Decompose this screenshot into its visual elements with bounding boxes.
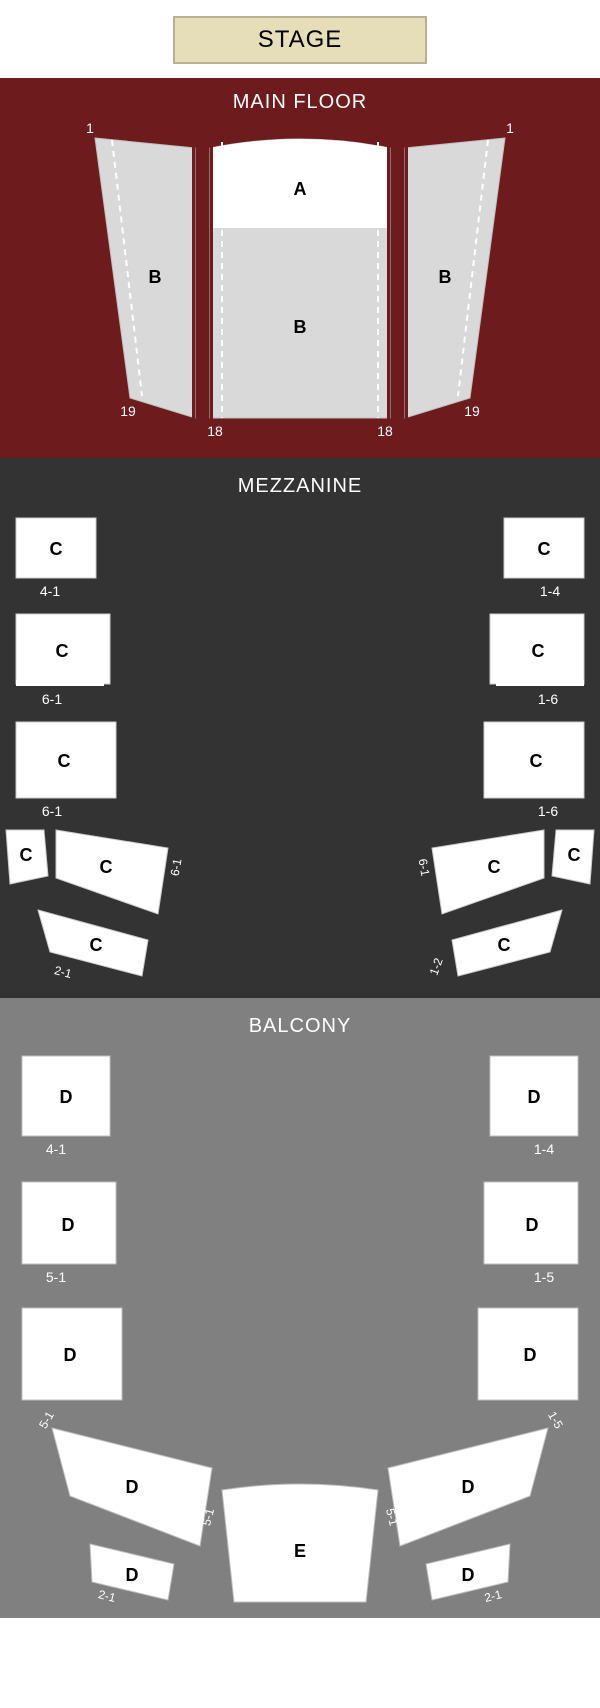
balc-right-2[interactable]: D [484, 1182, 578, 1264]
svg-text:C: C [50, 539, 63, 559]
center-row-18-left: 18 [207, 423, 223, 439]
svg-text:C: C [538, 539, 551, 559]
mezz-right-small[interactable]: C [552, 830, 594, 884]
svg-text:C: C [498, 935, 511, 955]
balc-left-1-rows: 4-1 [46, 1141, 66, 1157]
left-row-1: 1 [86, 120, 94, 136]
balc-center-e[interactable]: E [222, 1484, 378, 1602]
svg-text:D: D [126, 1477, 139, 1497]
balc-right-1-rows: 1-4 [534, 1141, 554, 1157]
svg-text:C: C [56, 641, 69, 661]
svg-text:D: D [524, 1345, 537, 1365]
balcony-panel: BALCONY D 4-1 D 5-1 D D 1-4 D 1-5 D 5-1 … [0, 998, 600, 1618]
svg-text:C: C [20, 845, 33, 865]
center-a-label: A [294, 179, 307, 199]
svg-text:C: C [530, 751, 543, 771]
svg-text:D: D [64, 1345, 77, 1365]
mezz-right-2[interactable]: C [490, 614, 584, 686]
svg-text:C: C [58, 751, 71, 771]
balc-left-3[interactable]: D [22, 1308, 122, 1400]
svg-text:D: D [126, 1565, 139, 1585]
mezzanine-panel: MEZZANINE C 4-1 C 6-1 C 6-1 C 1-4 C 1-6 … [0, 458, 600, 998]
balc-right-3[interactable]: D [478, 1308, 578, 1400]
left-b-label: B [149, 267, 162, 287]
main-floor-title: MAIN FLOOR [233, 91, 367, 113]
right-row-19: 19 [464, 403, 480, 419]
svg-text:C: C [532, 641, 545, 661]
mezzanine-title: MEZZANINE [238, 475, 363, 497]
center-b-label: B [294, 317, 307, 337]
balc-left-2[interactable]: D [22, 1182, 116, 1264]
balc-right-2-rows: 1-5 [534, 1269, 554, 1285]
mezz-left-1-rows: 4-1 [40, 583, 60, 599]
balc-right-1[interactable]: D [490, 1056, 578, 1136]
svg-text:C: C [90, 935, 103, 955]
svg-text:D: D [528, 1087, 541, 1107]
main-floor-panel: MAIN FLOOR A B 18 18 B 1 19 B 1 19 [0, 78, 600, 458]
svg-text:D: D [62, 1215, 75, 1235]
mezz-right-3[interactable]: C [484, 722, 584, 798]
main-floor-center[interactable]: A B [210, 138, 390, 420]
mezz-left-2-rows: 6-1 [42, 691, 62, 707]
svg-text:C: C [568, 845, 581, 865]
center-row-18-right: 18 [377, 423, 393, 439]
mezz-left-small[interactable]: C [6, 830, 48, 884]
svg-text:D: D [462, 1565, 475, 1585]
mezz-right-2-rows: 1-6 [538, 691, 558, 707]
balc-left-2-rows: 5-1 [46, 1269, 66, 1285]
right-b-label: B [439, 267, 452, 287]
stage-box: STAGE [173, 16, 427, 64]
left-row-19: 19 [120, 403, 136, 419]
svg-text:D: D [526, 1215, 539, 1235]
mezz-left-2[interactable]: C [16, 614, 110, 686]
svg-text:E: E [294, 1541, 306, 1561]
balcony-title: BALCONY [249, 1015, 352, 1037]
mezz-right-1-rows: 1-4 [540, 583, 560, 599]
mezz-right-3-rows: 1-6 [538, 803, 558, 819]
svg-text:C: C [488, 857, 501, 877]
mezz-left-3[interactable]: C [16, 722, 116, 798]
mezz-right-1[interactable]: C [504, 518, 584, 578]
right-row-1: 1 [506, 120, 514, 136]
svg-text:C: C [100, 857, 113, 877]
mezz-left-3-rows: 6-1 [42, 803, 62, 819]
balc-left-1[interactable]: D [22, 1056, 110, 1136]
svg-text:D: D [60, 1087, 73, 1107]
svg-text:D: D [462, 1477, 475, 1497]
mezz-left-1[interactable]: C [16, 518, 96, 578]
